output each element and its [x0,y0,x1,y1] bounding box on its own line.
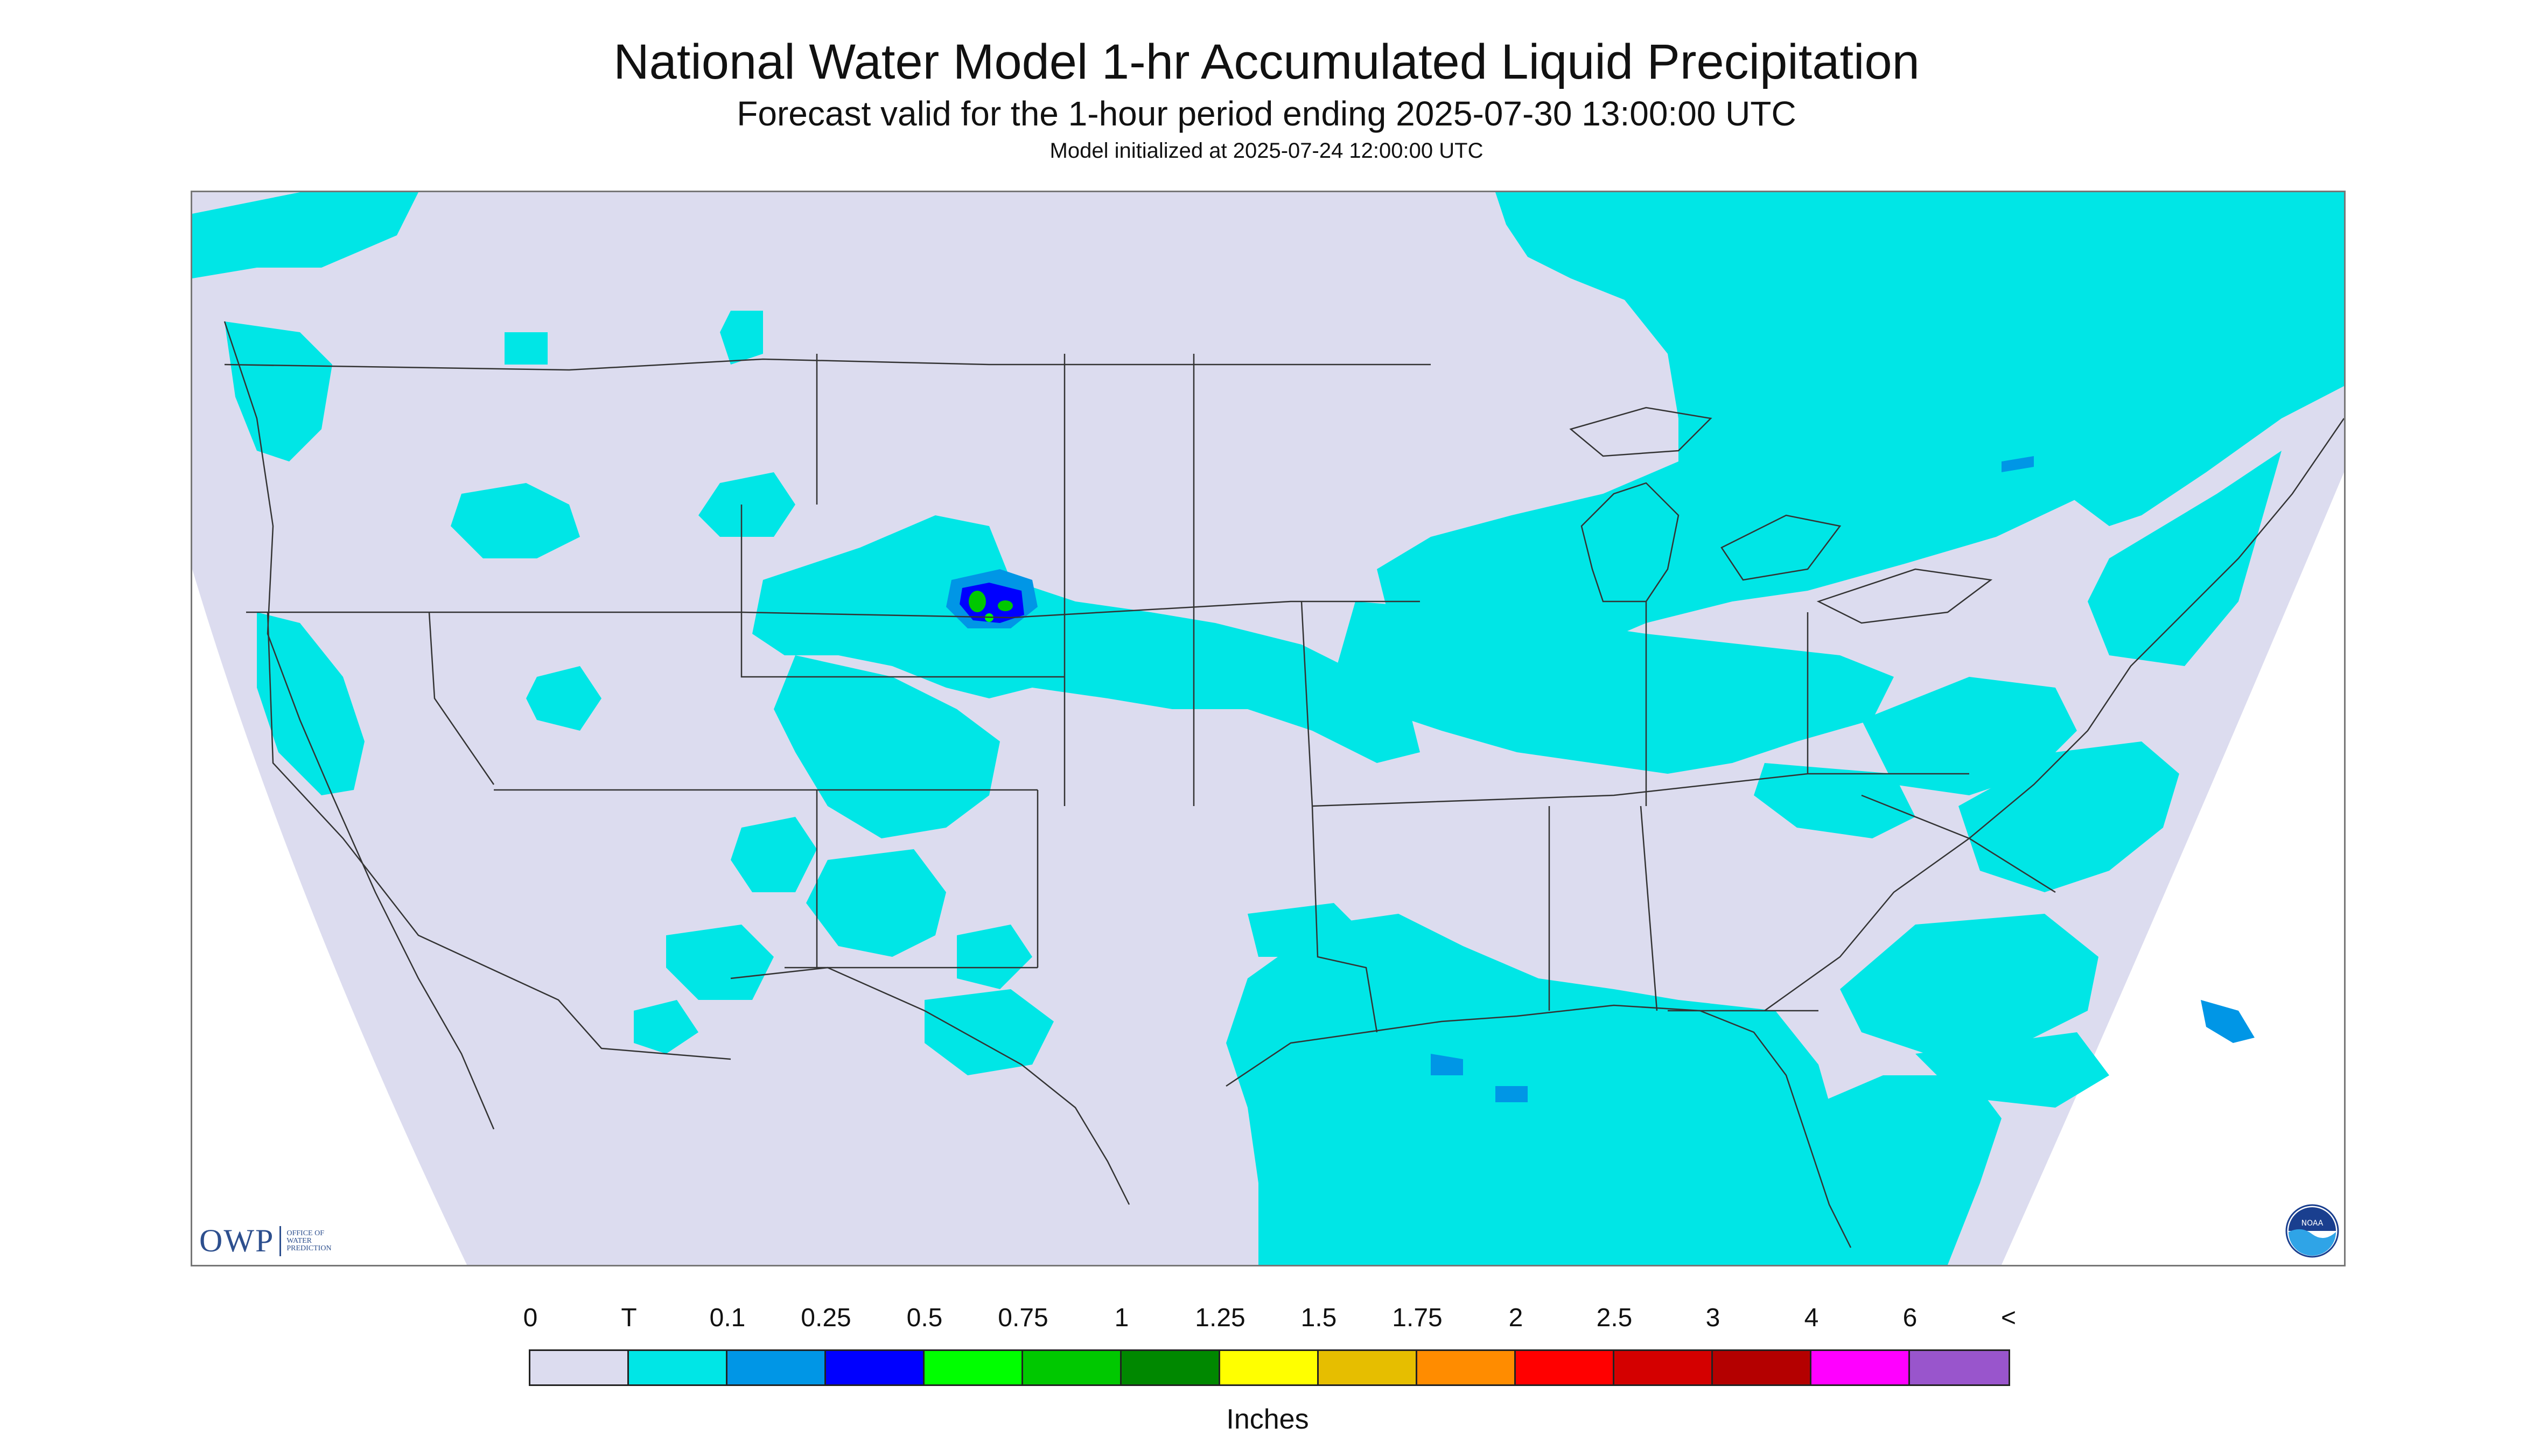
legend-swatch [826,1351,925,1384]
page-title: National Water Model 1-hr Accumulated Li… [613,34,1920,89]
model-init-label: Model initialized at 2025-07-24 12:00:00… [1049,139,1484,163]
coastlines [223,321,2344,1248]
legend-tick-label: 3 [1705,1304,1720,1332]
forecast-valid-subtitle: Forecast valid for the 1-hour period end… [737,94,1796,133]
legend-tick-label: 4 [1804,1304,1819,1332]
owp-logo-mark: OWP [199,1223,275,1258]
precipitation-map [191,191,2346,1266]
legend-swatch [1713,1351,1811,1384]
legend-tick-label: 0.5 [906,1304,943,1332]
legend-swatch [727,1351,826,1384]
svg-text:NOAA: NOAA [2301,1219,2324,1228]
legend-swatch [530,1351,629,1384]
legend-swatch [1023,1351,1122,1384]
precip-legend: 0 T 0.1 0.25 0.5 0.75 1 1.25 1.5 1.75 2 2.5 3 4 6 < Inc… [523,1303,2016,1435]
legend-tick-label: 6 [1902,1304,1918,1332]
legend-swatch [629,1351,727,1384]
legend-unit-label: Inches [1226,1404,1309,1435]
legend-swatch [1417,1351,1516,1384]
map-canvas [192,192,2344,1265]
legend-swatch [1319,1351,1417,1384]
legend-tick-label: 2.5 [1596,1304,1633,1332]
owp-logo-text: OFFICE OF WATER PREDICTION [286,1229,332,1252]
noaa-logo-icon: NOAA [2285,1204,2339,1258]
legend-swatch [1220,1351,1319,1384]
owp-logo-divider [279,1226,282,1256]
legend-tick-label: 1 [1114,1304,1129,1332]
legend-swatch [925,1351,1023,1384]
legend-swatch [1122,1351,1220,1384]
legend-swatch [1516,1351,1614,1384]
legend-tick-label: 1.25 [1195,1304,1245,1332]
legend-tick-label: 0.75 [998,1304,1048,1332]
legend-tick-label: T [621,1304,637,1332]
legend-tick-label: 1.5 [1300,1304,1337,1332]
legend-tick-label: 2 [1508,1304,1523,1332]
owp-logo: OWP OFFICE OF WATER PREDICTION [199,1222,332,1259]
trace-precip-areas [192,192,2344,1265]
legend-swatch [1811,1351,1910,1384]
legend-swatch [1910,1351,2009,1384]
legend-color-bar [529,1349,2010,1386]
legend-tick-label: 0 [523,1304,538,1332]
legend-tick-label: 0.25 [801,1304,851,1332]
legend-tick-label: < [2000,1304,2017,1332]
legend-swatch [1614,1351,1713,1384]
heavy-precip-core [946,456,2255,1102]
legend-tick-label: 0.1 [709,1304,746,1332]
title-block: National Water Model 1-hr Accumulated Li… [0,32,2533,166]
legend-labels: 0 T 0.1 0.25 0.5 0.75 1 1.25 1.5 1.75 2 2.5 3 4 6 < [523,1303,2016,1335]
legend-tick-label: 1.75 [1392,1304,1443,1332]
